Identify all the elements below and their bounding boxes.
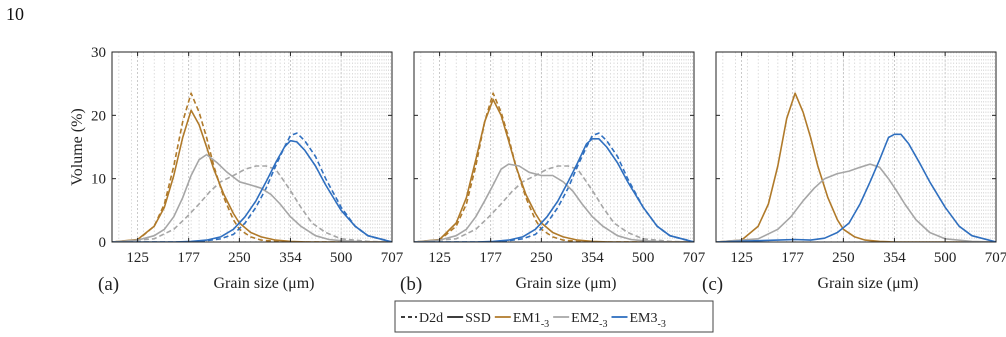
legend: D2d SSD EM1-3 EM2-3 EM3-3 <box>394 300 714 333</box>
x-tick-label: 177 <box>479 250 502 266</box>
series-em1-solid <box>414 98 694 242</box>
series-em1-dashed <box>414 92 694 242</box>
panel-b: 125 177 250 354 500 707 (b) Grain size (μm) <box>400 51 706 295</box>
x-tick-label: 177 <box>781 250 804 266</box>
legend-label: EM1 <box>513 311 541 326</box>
series-em3-solid <box>716 133 996 242</box>
legend-entry: EM1-3 <box>513 311 549 330</box>
legend-subscript: -3 <box>541 319 549 330</box>
x-tick-label: 354 <box>581 250 604 266</box>
series-em2-solid <box>414 163 694 242</box>
y-tick-label: 10 <box>91 172 106 188</box>
series-em2-solid <box>716 163 996 242</box>
axes-frame <box>715 51 997 243</box>
x-tick-label: 354 <box>883 250 906 266</box>
panel-label: (a) <box>98 274 119 295</box>
series-group <box>112 92 392 242</box>
x-tick-label: 250 <box>832 250 855 266</box>
legend-label: EM3 <box>630 311 658 326</box>
panel-c: 125 177 250 354 500 707 (c) Grain size (μm) <box>702 51 1006 295</box>
x-axis-title: Grain size (μm) <box>516 275 617 292</box>
x-tick-label: 707 <box>683 250 706 266</box>
x-tick-label: 125 <box>730 250 753 266</box>
x-axis-title: Grain size (μm) <box>214 275 315 292</box>
series-em2-dashed <box>112 165 392 242</box>
legend-entry: D2d <box>419 311 443 326</box>
x-tick-label: 500 <box>934 250 957 266</box>
series-em2-dashed <box>414 165 694 242</box>
legend-label: SSD <box>465 311 491 326</box>
panel-a: 125 177 250 354 500 707 0 10 20 30 (a) Grain size (… <box>91 45 404 295</box>
series-em3-solid <box>112 139 392 242</box>
axes-frame <box>413 51 695 243</box>
y-tick-label: 30 <box>91 45 106 61</box>
series-em1-dashed <box>112 92 392 242</box>
x-tick-label: 354 <box>279 250 302 266</box>
panel-label: (b) <box>400 274 422 295</box>
x-tick-label: 707 <box>985 250 1006 266</box>
series-em3-dashed <box>414 132 694 242</box>
x-tick-label: 707 <box>381 250 404 266</box>
x-axis-title: Grain size (μm) <box>818 275 919 292</box>
series-group <box>414 92 694 242</box>
legend-subscript: -3 <box>599 319 607 330</box>
x-tick-label: 500 <box>330 250 353 266</box>
y-tick-label: 20 <box>91 108 106 124</box>
series-group <box>716 92 996 242</box>
legend-subscript: -3 <box>658 319 666 330</box>
x-tick-label: 177 <box>177 250 200 266</box>
x-tick-label: 125 <box>126 250 149 266</box>
x-tick-label: 250 <box>228 250 251 266</box>
legend-entry: EM2-3 <box>571 311 607 330</box>
x-tick-label: 250 <box>530 250 553 266</box>
y-tick-label: 0 <box>99 235 107 251</box>
legend-label: EM2 <box>571 311 599 326</box>
series-em2-solid <box>112 153 392 242</box>
legend-label: D2d <box>419 311 443 326</box>
x-tick-label: 500 <box>632 250 655 266</box>
axes-frame <box>111 51 393 243</box>
y-axis-title: Volume (%) <box>69 108 86 185</box>
legend-entry: EM3-3 <box>630 311 666 330</box>
series-em1-solid <box>112 109 392 242</box>
legend-entry: SSD <box>465 311 491 326</box>
x-tick-label: 125 <box>428 250 451 266</box>
page-number: 10 <box>6 4 24 24</box>
series-em1-solid <box>716 92 996 242</box>
series-em3-solid <box>414 138 694 242</box>
panel-label: (c) <box>702 274 723 295</box>
